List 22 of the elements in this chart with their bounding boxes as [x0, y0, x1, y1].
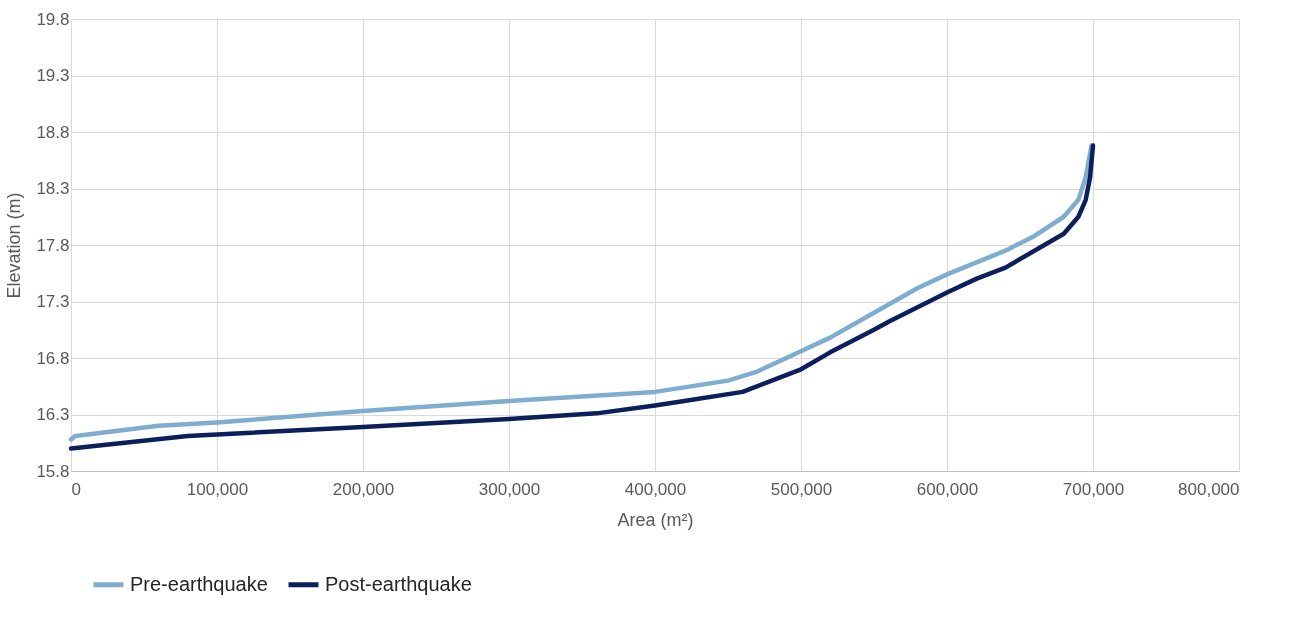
y-tick-label: 16.3 [36, 405, 70, 424]
x-tick-label: 700,000 [1062, 479, 1125, 499]
y-tick-label: 17.8 [36, 235, 70, 255]
x-tick-label: 300,000 [478, 479, 541, 499]
legend-label: Pre-earthquake [130, 572, 268, 595]
y-tick-label: 19.3 [36, 66, 70, 85]
y-tick-label: 18.8 [36, 122, 70, 142]
y-tick-label: 16.8 [36, 348, 70, 368]
x-tick-label: 0 [71, 479, 81, 499]
y-tick-label: 18.3 [36, 179, 70, 198]
x-axis-title: Area (m²) [617, 509, 694, 530]
y-tick-label: 19.8 [36, 9, 70, 29]
y-tick-label: 15.8 [36, 461, 70, 481]
x-tick-label: 200,000 [332, 479, 395, 499]
x-tick-label: 800,000 [1178, 479, 1240, 499]
x-tick-label: 600,000 [916, 479, 979, 499]
legend-label: Post-earthquake [325, 572, 472, 595]
y-axis-title: Elevation (m) [4, 192, 25, 299]
x-tick-label: 400,000 [624, 479, 687, 499]
x-tick-label: 100,000 [186, 479, 249, 499]
x-tick-label: 500,000 [770, 479, 833, 499]
y-tick-label: 17.3 [36, 292, 70, 311]
